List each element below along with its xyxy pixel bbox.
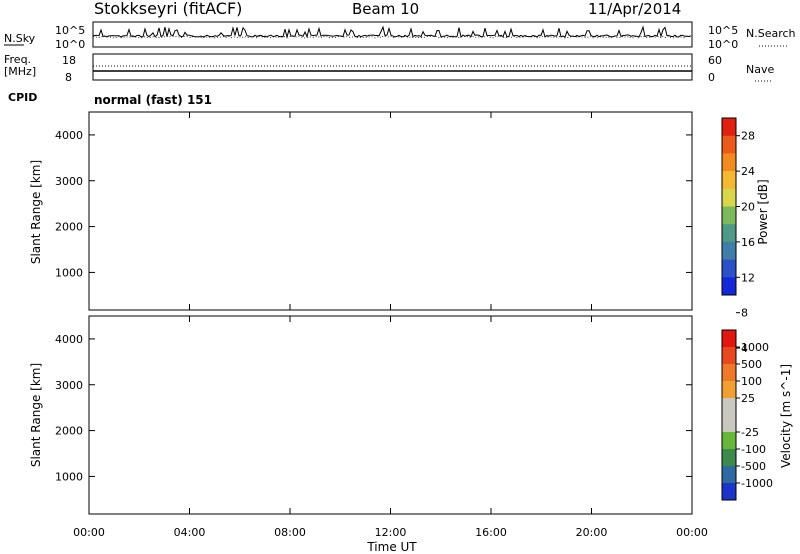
power-colorbar-label: Power [dB] [756, 179, 770, 244]
colorbar-swatch [722, 118, 736, 137]
date-title: 11/Apr/2014 [588, 0, 681, 18]
freq-right-tick-bottom: 0 [708, 71, 715, 84]
freq-tick-top: 18 [62, 54, 76, 67]
beam-title: Beam 10 [352, 0, 419, 18]
sky-right-tick-top: 10^5 [708, 24, 738, 37]
colorbar-swatch [722, 206, 736, 225]
freq-tick-bottom: 8 [65, 71, 72, 84]
colorbar-swatch [722, 277, 736, 296]
ytick-label: 3000 [55, 175, 83, 188]
sky-noise-trace [92, 25, 692, 39]
sky-left-label: N.Sky [4, 32, 36, 45]
colorbar-tick-label: 8 [741, 307, 748, 320]
colorbar-tick-label: 16 [741, 236, 755, 249]
power-yticks: 4000 3000 2000 1000 [55, 129, 692, 279]
ytick-label: 1000 [55, 266, 83, 279]
freq-label-line1: Freq. [4, 53, 31, 66]
power-colorbar: 28 24 20 16 12 8 4 [721, 117, 755, 355]
ytick-label: 2000 [55, 221, 83, 234]
station-title: Stokkseyri (fitACF) [94, 0, 242, 18]
cpid-label: CPID [8, 91, 37, 104]
freq-label-line2: [MHz] [4, 65, 36, 78]
freq-panel-frame [92, 53, 693, 81]
freq-right-tick-top: 60 [708, 54, 722, 67]
colorbar-tick-label: 28 [741, 130, 755, 143]
colorbar-swatch [722, 171, 736, 190]
colorbar-swatch [722, 135, 736, 154]
ytick-label: 4000 [55, 129, 83, 142]
power-panel-frame [88, 111, 693, 311]
nave-label: Nave [746, 63, 774, 76]
colorbar-tick-label: 20 [741, 201, 755, 214]
colorbar-swatch [722, 153, 736, 172]
colorbar-swatch [722, 241, 736, 261]
colorbar-tick-label: 4 [741, 342, 748, 355]
sky-panel-frame [92, 21, 693, 48]
sky-right-tick-bottom: 10^0 [708, 38, 738, 51]
sky-right-label: N.Search [746, 27, 796, 40]
search-noise-trace [92, 35, 692, 39]
cpid-value: normal (fast) 151 [94, 93, 212, 107]
colorbar-swatch [722, 224, 736, 243]
colorbar-tick-label: 12 [741, 271, 755, 284]
sky-tick-bottom: 10^0 [55, 38, 85, 51]
power-ylabel: Slant Range [km] [29, 160, 43, 264]
colorbar-swatch [722, 188, 736, 207]
colorbar-swatch [722, 259, 736, 278]
colorbar-tick-label: 24 [741, 165, 755, 178]
sky-tick-top: 10^5 [55, 24, 85, 37]
